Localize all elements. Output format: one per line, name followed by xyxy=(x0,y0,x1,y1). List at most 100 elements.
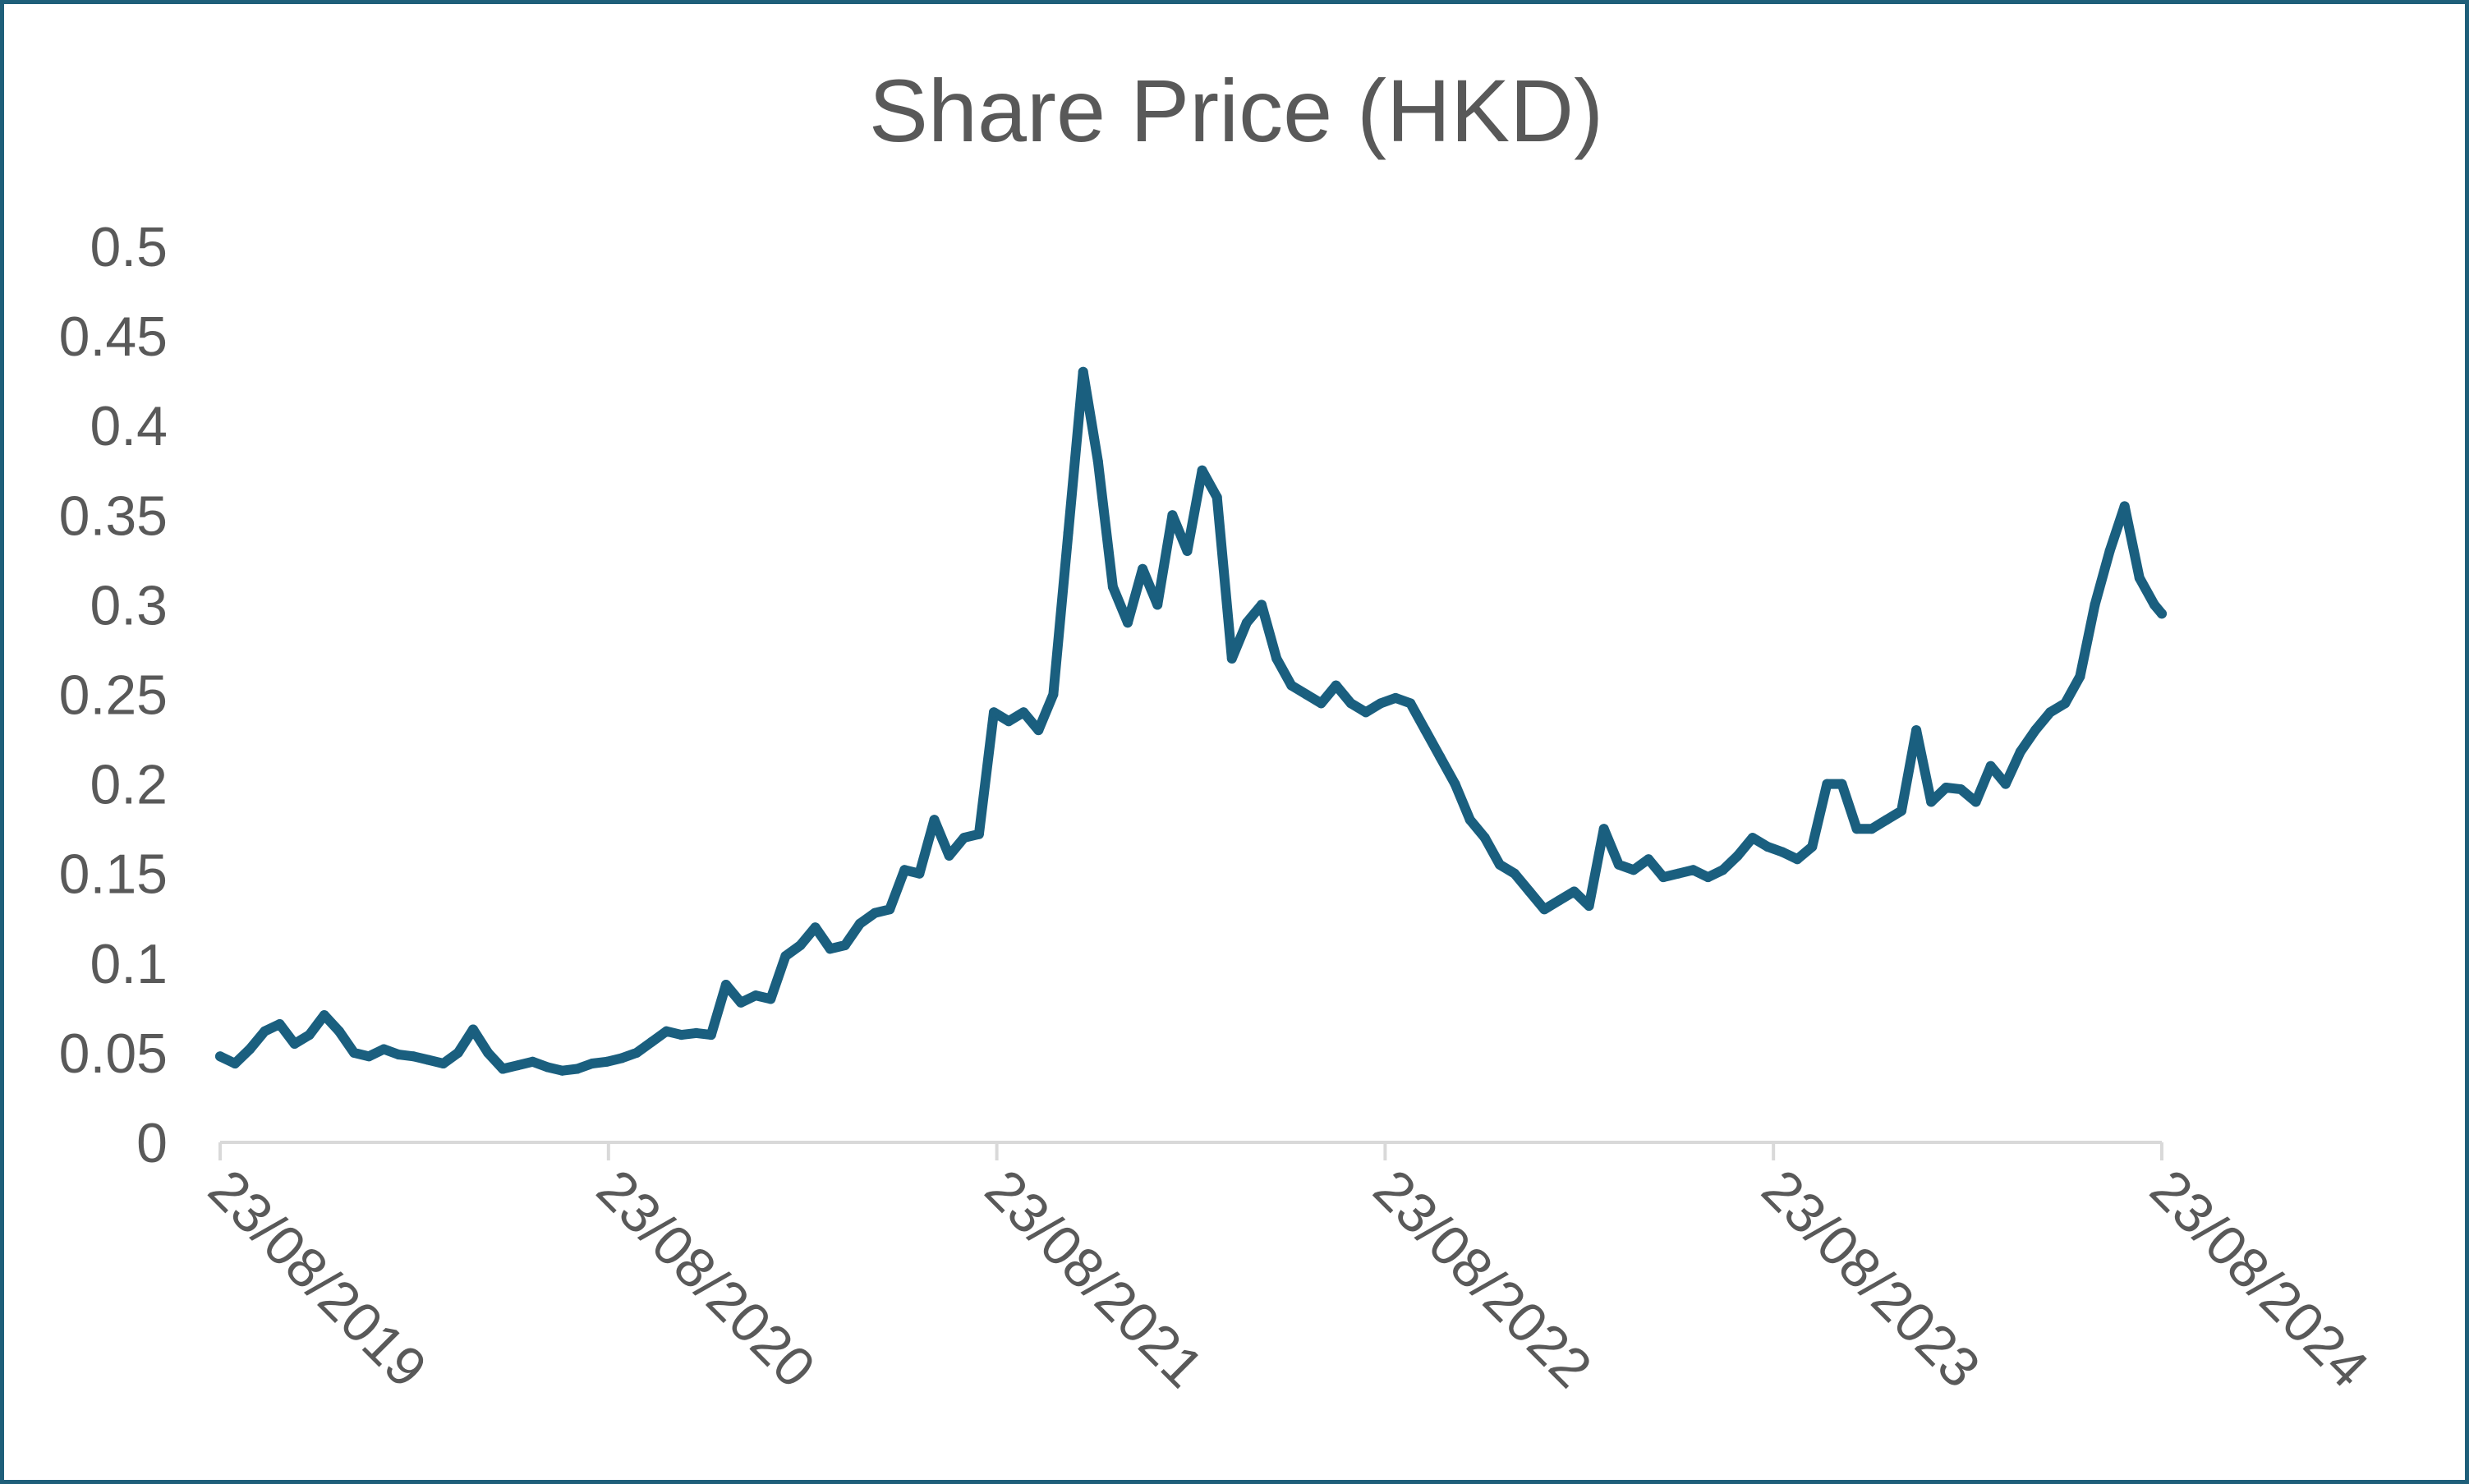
data-point xyxy=(1405,698,1416,709)
data-point xyxy=(1851,824,1862,834)
x-tick-label: 23/08/2021 xyxy=(973,1158,1215,1399)
data-point xyxy=(646,1036,657,1047)
data-point xyxy=(1926,797,1937,807)
x-tick-label: 23/08/2024 xyxy=(2138,1158,2379,1399)
x-tick-label: 23/08/2020 xyxy=(585,1158,826,1399)
data-point xyxy=(870,907,880,918)
data-point xyxy=(1197,465,1207,476)
data-point xyxy=(319,1010,329,1021)
data-point xyxy=(245,1044,255,1054)
data-point xyxy=(885,904,895,915)
data-point xyxy=(2157,609,2167,619)
data-point xyxy=(795,940,806,950)
data-point xyxy=(557,1065,568,1076)
data-point xyxy=(1331,680,1341,691)
data-point xyxy=(2045,707,2056,718)
data-point xyxy=(617,1053,628,1064)
data-point xyxy=(929,815,940,825)
data-point xyxy=(944,850,954,861)
data-point xyxy=(1673,868,1684,879)
data-point xyxy=(1554,895,1565,906)
data-point xyxy=(1345,698,1356,709)
data-point xyxy=(230,1059,241,1068)
data-point xyxy=(438,1059,448,1068)
data-point xyxy=(2000,779,2011,789)
data-point xyxy=(1985,760,1996,771)
data-point xyxy=(602,1056,612,1067)
x-axis-labels: 23/08/2019 23/08/2020 23/08/2021 23/08/2022… xyxy=(196,1158,2379,1399)
data-point xyxy=(1078,366,1088,377)
data-point xyxy=(959,833,969,843)
data-point xyxy=(423,1054,434,1065)
data-point xyxy=(1301,689,1312,700)
data-point xyxy=(1524,886,1535,897)
data-point xyxy=(1658,872,1669,883)
data-point xyxy=(1435,751,1446,762)
data-point xyxy=(542,1062,553,1073)
data-point xyxy=(274,1019,285,1029)
data-point xyxy=(1866,824,1877,834)
data-point xyxy=(736,997,746,1008)
x-tick-label: 23/08/2023 xyxy=(1750,1158,1992,1399)
data-point xyxy=(1018,707,1029,718)
x-axis-ticks xyxy=(218,1142,2163,1160)
data-point xyxy=(780,951,791,962)
data-point xyxy=(914,868,925,879)
data-point xyxy=(1837,779,1847,789)
data-point xyxy=(304,1030,315,1041)
data-point xyxy=(1167,510,1178,521)
data-point xyxy=(1510,868,1520,879)
y-tick-label: 0.45 xyxy=(59,306,168,368)
data-point xyxy=(2075,671,2085,682)
data-point xyxy=(2060,698,2071,709)
data-point xyxy=(1271,653,1282,664)
data-point xyxy=(1286,680,1297,691)
data-point xyxy=(586,1059,597,1068)
data-point xyxy=(676,1030,687,1041)
data-point xyxy=(1182,545,1193,556)
data-point xyxy=(691,1027,701,1038)
data-point xyxy=(1881,815,1892,825)
data-point xyxy=(2090,600,2100,610)
data-point xyxy=(706,1030,716,1041)
data-point xyxy=(854,918,865,929)
data-point xyxy=(1107,581,1118,592)
data-point xyxy=(349,1047,359,1058)
data-point xyxy=(751,990,761,1001)
data-point xyxy=(1970,797,1981,807)
data-point xyxy=(1688,865,1699,875)
data-point xyxy=(1241,618,1252,628)
data-point xyxy=(1063,528,1074,539)
data-point xyxy=(1703,872,1713,883)
data-point xyxy=(1048,689,1059,700)
data-point xyxy=(1450,779,1460,789)
data-point xyxy=(1569,886,1579,897)
data-point xyxy=(989,707,999,718)
data-point xyxy=(572,1064,582,1074)
series-line xyxy=(215,366,2167,1076)
data-point xyxy=(1138,563,1148,574)
data-point xyxy=(1004,716,1014,727)
data-point xyxy=(1628,865,1639,875)
data-point xyxy=(1941,783,1952,793)
data-point xyxy=(393,1050,404,1060)
data-point xyxy=(2030,725,2040,736)
y-tick-label: 0.2 xyxy=(90,754,168,816)
y-tick-label: 0.3 xyxy=(90,574,168,636)
data-point xyxy=(1092,456,1103,466)
y-tick-label: 0.15 xyxy=(59,843,168,906)
y-tick-label: 0.4 xyxy=(90,395,168,457)
data-point xyxy=(215,1051,225,1062)
y-tick-label: 0.05 xyxy=(59,1022,168,1085)
data-point xyxy=(453,1047,463,1058)
y-tick-label: 0 xyxy=(136,1112,168,1174)
data-point xyxy=(1316,698,1326,709)
data-point xyxy=(661,1026,672,1036)
y-tick-label: 0.35 xyxy=(59,485,168,547)
data-point xyxy=(1911,725,1922,736)
data-point xyxy=(720,980,731,990)
data-point xyxy=(1763,842,1772,852)
data-point xyxy=(1792,854,1803,865)
data-point xyxy=(899,865,910,875)
data-point xyxy=(1033,725,1044,736)
